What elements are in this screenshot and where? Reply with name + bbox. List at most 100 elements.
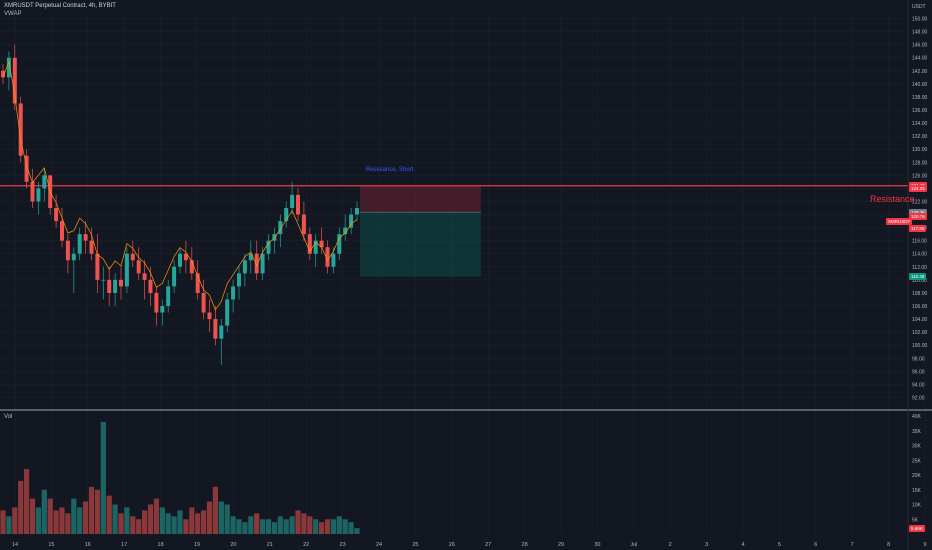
volume-bar xyxy=(212,486,218,534)
candle-body xyxy=(113,279,118,293)
position-annotation[interactable]: Resistance, Short xyxy=(366,167,414,173)
volume-bar xyxy=(301,513,307,534)
candle-body xyxy=(89,240,94,254)
price-tick-label: 132.00 xyxy=(912,134,928,140)
volume-bar xyxy=(29,498,36,534)
candle-body xyxy=(213,319,218,339)
price-tick-label: 104.00 xyxy=(912,317,928,323)
time-tick-label: 9 xyxy=(923,542,926,548)
time-tick-label: Jul xyxy=(630,542,637,548)
volume-bar xyxy=(260,519,266,534)
candle-body xyxy=(107,279,112,293)
volume-bar xyxy=(142,510,148,534)
price-tag: 110.49 xyxy=(909,273,927,281)
time-tick-label: 7 xyxy=(851,542,854,548)
volume-bar xyxy=(59,507,65,534)
candle-body xyxy=(225,299,230,326)
volume-label[interactable]: Vol xyxy=(4,414,13,420)
vwap-line xyxy=(2,60,358,311)
time-tick-label: 25 xyxy=(412,542,418,548)
volume-bar xyxy=(153,498,159,534)
candle-body xyxy=(349,214,354,228)
volume-bar xyxy=(254,513,260,534)
candle-body xyxy=(160,306,165,313)
price-tick-label: 110.00 xyxy=(912,278,927,284)
candle-body xyxy=(136,260,141,274)
time-tick-label: 22 xyxy=(303,542,309,548)
volume-bar xyxy=(41,489,47,534)
price-tick-label: 108.00 xyxy=(912,291,928,297)
candle-body xyxy=(183,253,188,261)
volume-bar xyxy=(283,519,289,534)
chart-title[interactable]: XMRUSDT Perpetual Contract, 4h, BYBIT xyxy=(4,3,116,9)
candle-body xyxy=(1,70,5,78)
candle-body xyxy=(95,253,100,280)
volume-tick-label: 20K xyxy=(912,473,922,479)
price-tick-label: 100.00 xyxy=(912,343,928,349)
volume-bar xyxy=(342,519,348,534)
time-tick-label: 5 xyxy=(778,542,781,548)
volume-bar xyxy=(336,516,342,534)
volume-bar xyxy=(242,522,248,534)
price-tag: 120.36 xyxy=(909,208,927,216)
volume-bar xyxy=(319,522,325,534)
time-tick-label: 17 xyxy=(121,542,127,548)
indicator-label[interactable]: VWAP xyxy=(4,11,22,17)
volume-tick-label: 5K xyxy=(912,517,919,523)
volume-bar xyxy=(289,516,295,534)
time-tick-label: 18 xyxy=(158,542,164,548)
volume-bar xyxy=(12,507,18,534)
volume-bar xyxy=(295,510,301,534)
candle-body xyxy=(12,57,17,104)
time-tick-label: 4 xyxy=(741,542,744,548)
candle-body xyxy=(142,273,147,280)
candle-body xyxy=(6,57,11,78)
symbol-tag: XMRUSDT xyxy=(886,217,913,225)
candle-body xyxy=(231,286,236,300)
candle-body xyxy=(178,253,182,267)
volume-bar xyxy=(130,516,136,534)
time-tick-label: 29 xyxy=(558,542,564,548)
candle-body xyxy=(119,279,123,287)
price-tick-label: 126.00 xyxy=(912,173,928,179)
price-tick-label: 94.00 xyxy=(912,382,925,388)
position-reward-zone[interactable] xyxy=(360,212,481,277)
price-tick-label: 112.00 xyxy=(912,265,927,271)
candle-body xyxy=(124,253,129,287)
price-axis[interactable]: 92.00 94.00 96.00 98.00 100.00 102.00 104.00 10… xyxy=(912,17,928,402)
volume-tick-label: 40K xyxy=(912,414,922,420)
candle-body xyxy=(30,181,35,202)
volume-bar xyxy=(218,501,224,534)
candle-body xyxy=(307,234,312,254)
volume-bar xyxy=(171,516,177,534)
volume-bar xyxy=(313,519,319,534)
time-axis[interactable]: 14 15 16 17 18 19 20 21 22 23 24 25 26 27 28 29 30 Jul 2 3 4… xyxy=(12,542,927,548)
candle-body xyxy=(42,175,47,189)
volume-tag: 5.69K xyxy=(909,524,925,532)
volume-bar xyxy=(201,510,207,534)
volume-bar xyxy=(224,504,230,534)
price-tick-label: 122.00 xyxy=(912,199,928,205)
price-tick-label: 102.00 xyxy=(912,330,928,336)
candle-body xyxy=(148,279,153,293)
price-tick-label: 96.00 xyxy=(912,369,925,375)
time-tick-label: 24 xyxy=(376,542,382,548)
price-tick-label: 98.00 xyxy=(912,356,925,362)
volume-bar xyxy=(112,504,118,534)
time-tick-label: 6 xyxy=(814,542,817,548)
candle-body xyxy=(65,240,70,261)
volume-bar xyxy=(71,498,77,534)
time-tick-label: 15 xyxy=(48,542,54,548)
volume-axis[interactable]: 5K 10K 15K 20K 25K 30K 35K 40K xyxy=(912,414,922,523)
candle-body xyxy=(296,194,300,215)
volume-bar xyxy=(248,516,254,534)
candle-body xyxy=(101,279,106,281)
position-risk-zone[interactable] xyxy=(360,185,481,213)
resistance-label[interactable]: Resistance xyxy=(870,194,915,204)
volume-bar xyxy=(94,489,100,534)
volume-bar xyxy=(77,507,83,534)
price-tick-label: 144.00 xyxy=(912,56,928,62)
volume-bar xyxy=(88,486,95,534)
volume-bar xyxy=(106,495,112,534)
